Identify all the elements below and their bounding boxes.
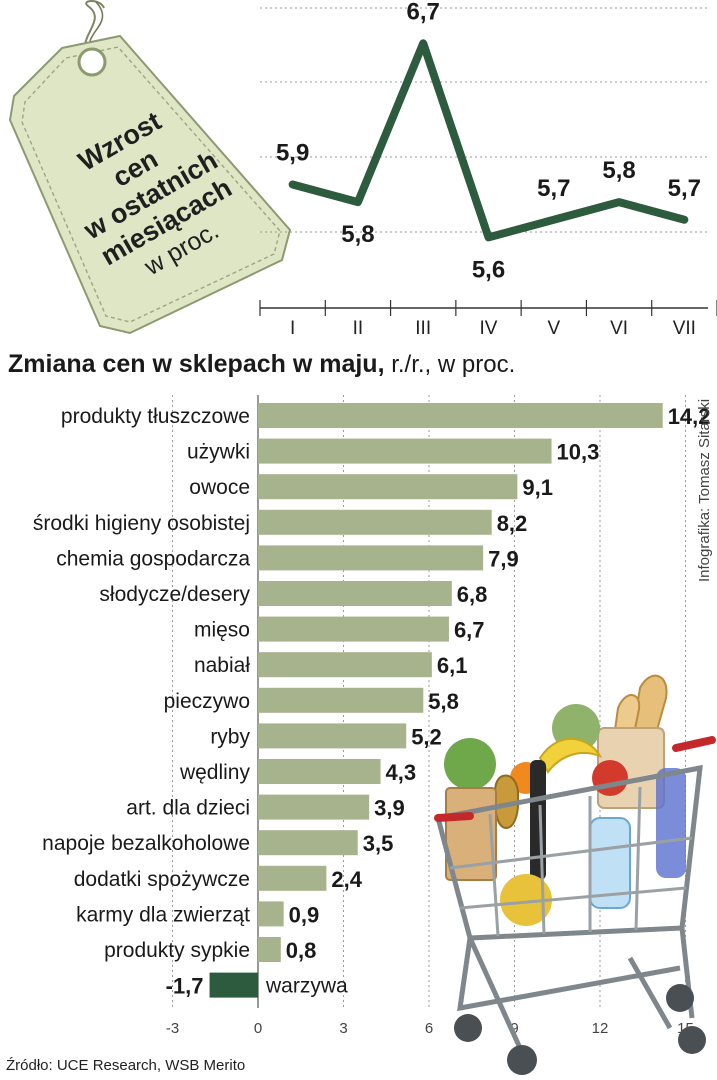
bar-chart-title-main: Zmiana cen w sklepach w maju, xyxy=(8,350,385,378)
line-x-label-5: VI xyxy=(610,318,628,339)
line-x-label-1: II xyxy=(353,318,364,339)
bar-6 xyxy=(258,616,449,642)
bar-category-label-10: wędliny xyxy=(179,761,251,784)
line-point-label-2: 6,7 xyxy=(407,0,440,25)
line-x-label-2: III xyxy=(415,318,431,339)
tag-hole xyxy=(77,47,107,77)
bar-12 xyxy=(258,830,358,856)
bar-category-label-16: warzywa xyxy=(265,975,348,998)
bar-x-tick-label-3: 6 xyxy=(425,1020,433,1037)
bar-category-label-2: owoce xyxy=(189,476,250,499)
pineapple-shape xyxy=(494,774,520,829)
bar-category-label-13: dodatki spożywcze xyxy=(74,868,250,891)
melon-shape xyxy=(500,874,552,926)
cart-handle xyxy=(672,736,716,752)
bar-15 xyxy=(258,937,281,962)
bar-value-label-7: 6,1 xyxy=(437,653,468,678)
bar-category-label-0: produkty tłuszczowe xyxy=(61,405,250,428)
bar-8 xyxy=(258,687,424,713)
bar-category-label-6: mięso xyxy=(194,619,250,642)
cart-frame xyxy=(457,927,695,1050)
line-point-label-6: 5,7 xyxy=(668,175,701,202)
bar-value-label-14: 0,9 xyxy=(289,902,320,927)
bar-11 xyxy=(258,794,370,820)
bar-10 xyxy=(258,759,381,784)
shopping-cart-illustration xyxy=(434,674,716,1075)
bar-value-label-16: -1,7 xyxy=(166,974,204,999)
tag-body xyxy=(8,34,292,335)
bar-2 xyxy=(258,474,518,500)
bar-category-label-9: ryby xyxy=(210,725,250,748)
cart-wheel-1 xyxy=(454,1014,482,1042)
line-point-label-5: 5,8 xyxy=(602,157,635,184)
bar-value-label-10: 4,3 xyxy=(386,760,417,785)
bar-13 xyxy=(258,865,327,891)
bar-value-label-1: 10,3 xyxy=(557,440,600,465)
tomato-shape xyxy=(592,760,628,796)
bar-category-label-5: słodycze/desery xyxy=(99,583,250,606)
bar-7 xyxy=(258,652,432,678)
bar-x-tick-label-0: -3 xyxy=(166,1020,179,1037)
bar-x-tick-label-5: 12 xyxy=(592,1020,609,1037)
line-x-label-0: I xyxy=(290,318,295,339)
bar-chart-title-sub: r./r., w proc. xyxy=(384,351,516,378)
bar-9 xyxy=(258,723,407,749)
bar-4 xyxy=(258,545,484,571)
bar-value-label-6: 6,7 xyxy=(454,618,485,643)
bar-value-label-0: 14,2 xyxy=(668,404,711,429)
bar-x-tick-label-2: 3 xyxy=(339,1020,347,1037)
cart-wheel-2 xyxy=(507,1045,537,1075)
cart-grid xyxy=(449,786,693,937)
bar-x-tick-label-1: 0 xyxy=(254,1020,262,1037)
bar-value-label-5: 6,8 xyxy=(457,582,488,607)
bar-0 xyxy=(258,403,663,428)
bar-1 xyxy=(258,438,552,464)
bar-x-tick-label-4: 9 xyxy=(510,1020,518,1037)
line-point-label-3: 5,6 xyxy=(472,256,505,283)
bar-category-label-11: art. dla dzieci xyxy=(126,797,250,820)
bar-14 xyxy=(258,901,284,927)
cart-wheel-4 xyxy=(678,1026,706,1054)
bar-category-label-12: napoje bezalkoholowe xyxy=(42,832,250,855)
line-x-label-3: IV xyxy=(480,318,498,339)
bar-category-label-4: chemia gospodarcza xyxy=(56,547,250,570)
banana-shape xyxy=(538,738,603,774)
bar-value-label-11: 3,9 xyxy=(374,796,405,821)
bar-value-label-2: 9,1 xyxy=(522,475,553,500)
bar-value-label-12: 3,5 xyxy=(363,831,394,856)
tag-inner-border xyxy=(21,46,281,323)
bar-category-label-8: pieczywo xyxy=(164,690,250,713)
infographic-credit: Infografika: Tomasz Sitarski xyxy=(696,398,713,582)
bar-5 xyxy=(258,581,452,606)
bar-value-label-4: 7,9 xyxy=(488,546,519,571)
price-tag-graphic xyxy=(8,0,292,335)
lettuce-shape xyxy=(444,738,496,790)
cart-wheel-3 xyxy=(666,984,694,1012)
bar-value-label-8: 5,8 xyxy=(428,689,459,714)
blue-bottle-shape xyxy=(656,768,686,878)
wine-bottle-shape xyxy=(530,760,546,880)
bar-value-label-9: 5,2 xyxy=(411,724,442,749)
line-x-label-4: V xyxy=(547,318,560,339)
line-x-label-6: VII xyxy=(673,318,696,339)
line-point-label-1: 5,8 xyxy=(341,221,374,248)
bar-value-label-13: 2,4 xyxy=(331,867,362,892)
bar-16 xyxy=(209,972,258,998)
source-note: Źródło: UCE Research, WSB Merito xyxy=(6,1057,246,1074)
line-point-label-4: 5,7 xyxy=(537,175,570,202)
bar-value-label-3: 8,2 xyxy=(497,511,528,536)
bar-value-label-15: 0,8 xyxy=(286,938,317,963)
bar-category-label-7: nabiał xyxy=(194,654,250,677)
line-point-label-0: 5,9 xyxy=(276,139,309,166)
bar-chart-title: Zmiana cen w sklepach w maju, r./r., w p… xyxy=(8,350,515,379)
line-series xyxy=(288,39,689,242)
bar-category-label-3: środki higieny osobistej xyxy=(33,512,250,535)
bar-category-label-15: produkty sypkie xyxy=(104,939,250,962)
cart-red-trim xyxy=(434,812,474,822)
bar-category-label-1: używki xyxy=(187,441,250,464)
bar-category-label-14: karmy dla zwierząt xyxy=(76,903,250,926)
bar-3 xyxy=(258,509,492,535)
